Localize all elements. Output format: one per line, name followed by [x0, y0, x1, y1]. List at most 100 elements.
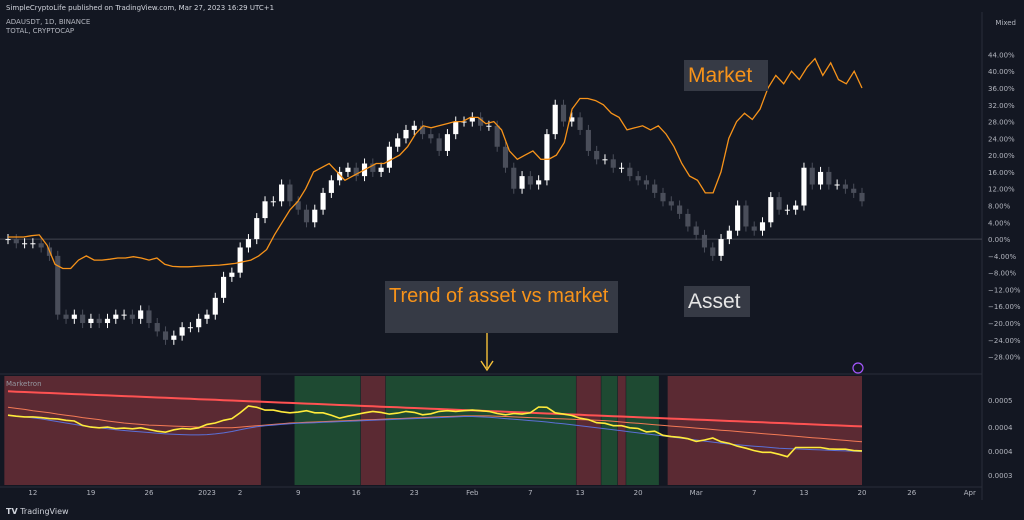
candle-body	[71, 314, 77, 319]
candle-body	[411, 125, 417, 130]
x-tick-label: 19	[86, 489, 95, 497]
candle-body	[602, 159, 608, 161]
indicator-region-0	[4, 376, 261, 485]
indicator-mid-line	[7, 406, 863, 443]
indicator-region-4	[385, 376, 576, 485]
candle-body	[279, 184, 285, 202]
candle-body	[652, 184, 658, 193]
candle-body	[735, 205, 741, 231]
x-tick-label: 26	[144, 489, 153, 497]
x-tick-label: 7	[752, 489, 756, 497]
candle-body	[229, 272, 235, 277]
candle-body	[685, 213, 691, 227]
candle-body	[618, 167, 625, 169]
candle-body	[337, 171, 343, 181]
indicator-blue-line	[7, 414, 863, 453]
indicator-region-6	[601, 376, 618, 485]
candle-body	[270, 201, 276, 203]
x-tick-label: 2	[238, 489, 242, 497]
candle-body	[295, 201, 301, 210]
x-tick-label: Feb	[466, 489, 479, 497]
trend-arrow-head	[480, 360, 494, 372]
indicator-label: Marketron	[6, 380, 42, 388]
candle-body	[569, 117, 575, 122]
candle-body	[486, 125, 492, 127]
x-tick-label: 20	[634, 489, 643, 497]
candle-body	[701, 234, 708, 248]
candle-body	[444, 134, 451, 151]
y-tick-label: −8.00%	[988, 270, 1016, 278]
candle-body	[768, 197, 774, 223]
candle-body	[395, 138, 401, 147]
candle-body	[560, 104, 567, 122]
y-tick-label: 28.00%	[988, 119, 1015, 127]
candle-body	[262, 201, 268, 219]
indicator-y-tick-label: 0.0004	[988, 448, 1013, 456]
candle-body	[162, 331, 169, 340]
candle-body	[312, 209, 318, 223]
scale-mode-label[interactable]: Mixed	[995, 19, 1016, 27]
candle-body	[378, 167, 384, 172]
candle-body	[221, 276, 227, 298]
y-tick-label: 40.00%	[988, 68, 1015, 76]
y-tick-label: 20.00%	[988, 152, 1015, 160]
market-annotation: Market	[684, 60, 768, 91]
candle-body	[88, 318, 94, 324]
x-tick-label: 13	[800, 489, 809, 497]
candle-body	[320, 192, 326, 210]
candle-body	[104, 318, 111, 324]
candle-body	[55, 255, 61, 315]
candle-body	[643, 180, 649, 185]
candle-body	[693, 226, 699, 235]
candle-body	[328, 180, 334, 193]
candle-body	[842, 184, 848, 189]
indicator-region-5	[576, 376, 601, 485]
x-tick-label: Apr	[964, 489, 976, 497]
candle-body	[826, 171, 832, 185]
candle-body	[129, 314, 135, 319]
x-tick-label: 23	[410, 489, 419, 497]
candle-body	[677, 205, 683, 214]
x-tick-label: 16	[352, 489, 361, 497]
candle-body	[370, 163, 376, 172]
candle-body	[212, 297, 218, 315]
candle-body	[13, 239, 19, 244]
y-tick-label: 36.00%	[988, 85, 1015, 93]
compare-symbol-label[interactable]: TOTAL, CRYPTOCAP	[6, 27, 75, 35]
y-tick-label: 44.00%	[988, 51, 1015, 59]
y-tick-label: 24.00%	[988, 135, 1015, 143]
candle-body	[96, 318, 102, 324]
lightning-badge	[852, 362, 864, 374]
candle-body	[759, 222, 766, 231]
candle-body	[154, 323, 160, 332]
candle-body	[146, 310, 152, 324]
candle-body	[187, 327, 193, 329]
candle-body	[287, 184, 293, 202]
indicator-slow-line	[7, 390, 863, 428]
candle-body	[469, 117, 475, 122]
y-tick-label: 16.00%	[988, 169, 1015, 177]
asset-annotation: Asset	[684, 286, 750, 317]
y-tick-label: 32.00%	[988, 102, 1015, 110]
indicator-y-tick-label: 0.0003	[988, 472, 1013, 480]
candle-body	[196, 318, 202, 328]
indicator-fast-line	[7, 405, 863, 458]
y-tick-label: 0.00%	[988, 236, 1011, 244]
trend-annotation: Trend of asset vs market	[385, 281, 618, 333]
candle-body	[63, 314, 69, 319]
candle-body	[121, 314, 127, 316]
candle-body	[5, 239, 11, 241]
x-tick-label: 13	[576, 489, 585, 497]
candle-body	[610, 159, 616, 168]
candle-body	[635, 176, 641, 181]
candle-body	[718, 239, 724, 256]
y-tick-label: 12.00%	[988, 186, 1015, 194]
candle-body	[809, 167, 815, 185]
y-tick-label: 4.00%	[988, 219, 1011, 227]
symbol-label[interactable]: ADAUSDT, 1D, BINANCE	[6, 18, 91, 26]
candle-body	[519, 176, 525, 189]
x-tick-label: 26	[907, 489, 916, 497]
indicator-y-tick-label: 0.0005	[988, 397, 1013, 405]
candle-body	[179, 327, 185, 336]
candle-body	[461, 121, 467, 123]
